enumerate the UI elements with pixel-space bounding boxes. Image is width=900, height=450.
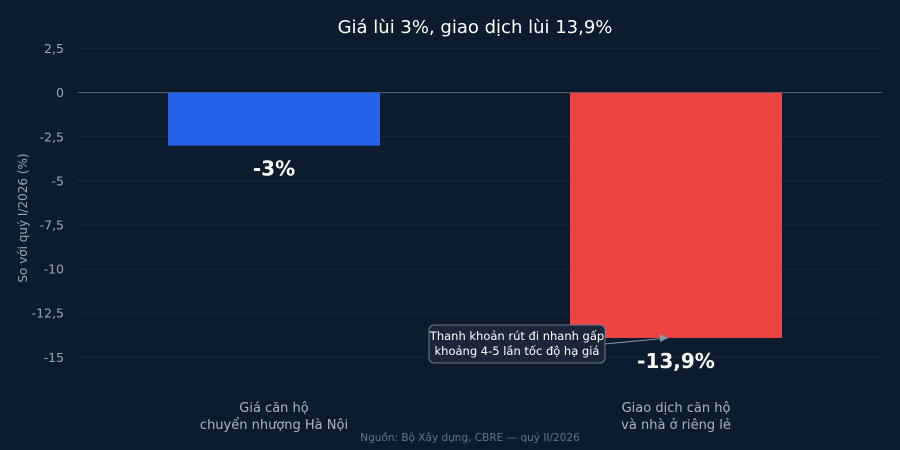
- category-label-line: chuyển nhượng Hà Nội: [200, 418, 348, 433]
- y-tick-label: -7,5: [40, 218, 64, 233]
- chart-title: Giá lùi 3%, giao dịch lùi 13,9%: [338, 17, 613, 38]
- y-tick-label: 2,5: [44, 41, 64, 56]
- y-tick-label: -5: [52, 173, 64, 188]
- y-tick-label: -12,5: [32, 306, 64, 321]
- y-tick-label: 0: [56, 85, 64, 100]
- annotation-arrowhead: [660, 333, 668, 342]
- y-axis-label: So với quý I/2026 (%): [16, 153, 30, 282]
- category-label-line: Giao dịch căn hộ: [622, 401, 731, 416]
- data-label-1: -3%: [253, 157, 295, 181]
- bars: [168, 92, 782, 338]
- bar-1: [168, 92, 380, 146]
- data-label-2: -13,9%: [637, 349, 715, 373]
- y-tick-label: -15: [44, 350, 64, 365]
- labels: 2,5 0 -2,5 -5 -7,5 -10 -12,5 -15 -3% Giá căn hộ ch…: [32, 41, 731, 433]
- annotation-box: [428, 324, 606, 364]
- bar-2: [570, 92, 782, 338]
- annotation-text: khoảng 4-5 lần tốc độ hạ giá: [435, 344, 600, 358]
- annotation-text: Thanh khoản rút đi nhanh gấp: [429, 329, 604, 343]
- annotation-arrow: [604, 337, 669, 345]
- y-tick-label: -2,5: [40, 129, 64, 144]
- category-label-line: Giá căn hộ: [239, 401, 309, 416]
- source-note: Nguồn: Bộ Xây dựng, CBRE — quý II/2026: [360, 432, 580, 444]
- category-label-line: và nhà ở riêng lẻ: [621, 418, 731, 433]
- y-tick-label: -10: [44, 262, 64, 277]
